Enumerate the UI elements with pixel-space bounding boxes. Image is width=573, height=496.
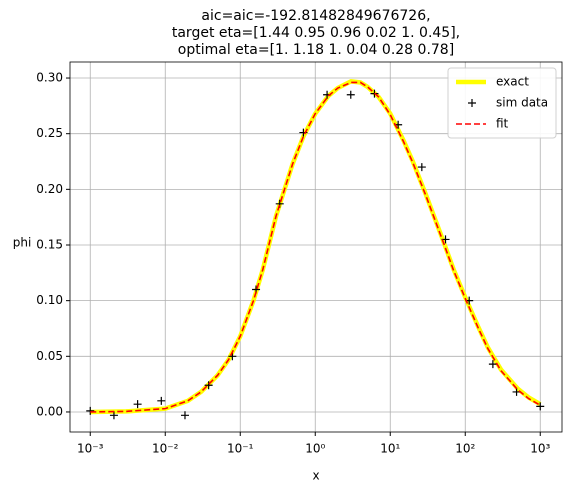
data-point <box>133 400 142 409</box>
y-tick-label: 0.25 <box>36 126 63 140</box>
y-tick-label: 0.20 <box>36 182 63 196</box>
title-line: optimal eta=[1. 1.18 1. 0.04 0.28 0.78] <box>178 42 454 58</box>
y-tick-label: 0.10 <box>36 293 63 307</box>
y-tick-label: 0.30 <box>36 71 63 85</box>
series-line <box>90 81 541 413</box>
title-line: target eta=[1.44 0.95 0.96 0.02 1. 0.45]… <box>172 25 460 41</box>
y-tick-label: 0.05 <box>36 349 63 363</box>
x-tick-label: 10² <box>455 442 475 456</box>
y-tick-label: 0.15 <box>36 237 63 251</box>
data-point <box>86 406 95 415</box>
y-axis-label: phi <box>13 236 32 250</box>
x-tick-label: 10¹ <box>380 442 400 456</box>
x-tick-label: 10⁻³ <box>77 442 104 456</box>
legend-label: exact <box>496 75 529 89</box>
data-point <box>109 411 118 420</box>
legend-box <box>447 67 557 139</box>
x-axis-label: x <box>312 469 319 483</box>
data-point <box>417 163 426 172</box>
legend-label: sim data <box>496 96 548 110</box>
y-tick-label: 0.00 <box>36 404 63 418</box>
x-tick-label: 10⁰ <box>305 442 325 456</box>
data-point <box>536 402 545 411</box>
plot-frame <box>69 61 563 433</box>
data-point <box>157 396 166 405</box>
data-point <box>346 90 355 99</box>
legend-label: fit <box>496 117 509 131</box>
x-tick-label: 10⁻¹ <box>227 442 254 456</box>
title-line: aic=aic=-192.81482849676726, <box>201 8 430 24</box>
data-point <box>488 360 497 369</box>
data-point <box>180 411 189 420</box>
x-tick-label: 10³ <box>530 442 550 456</box>
x-tick-label: 10⁻² <box>152 442 179 456</box>
legend-marker <box>468 99 476 107</box>
data-point <box>204 381 213 390</box>
